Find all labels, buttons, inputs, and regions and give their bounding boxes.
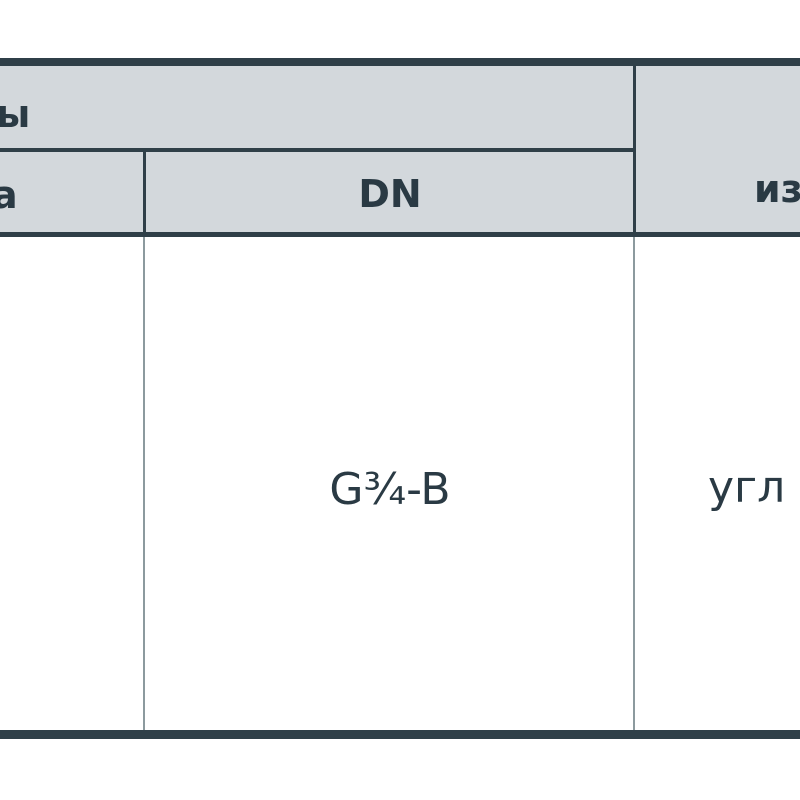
header-col2-cell: [146, 152, 634, 232]
header-col1-cell: [0, 152, 144, 232]
header-divider: [0, 148, 634, 152]
header-col-divider-1: [143, 152, 146, 232]
header-right-cell: [636, 66, 800, 232]
header-col-divider-2: [633, 66, 636, 232]
body-col3-value: угл: [708, 462, 786, 513]
header-col3-label: из: [754, 167, 800, 211]
header-col1-label: а: [0, 173, 18, 217]
header-group-label: ы: [0, 92, 31, 136]
body-col-divider-2: [633, 237, 635, 730]
body-col2-value: G¾-B: [329, 464, 451, 515]
body-col-divider-1: [143, 237, 145, 730]
table-bottom-border: [0, 730, 800, 739]
header-col2-label: DN: [358, 172, 422, 216]
table-top-border: [0, 58, 800, 66]
header-bottom-border: [0, 232, 800, 237]
header-group-cell: [0, 66, 634, 148]
